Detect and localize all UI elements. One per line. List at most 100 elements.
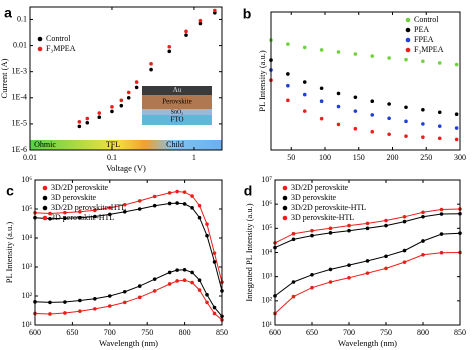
data-point — [310, 228, 314, 233]
data-point — [212, 260, 217, 264]
x-tick-label: 800 — [417, 328, 429, 337]
legend-marker — [405, 27, 411, 33]
x-tick-label: 0.01 — [23, 153, 37, 162]
y-axis-label: Integrated PL Intensity (a.u.) — [244, 203, 254, 301]
x-tick-label: 250 — [420, 153, 432, 162]
data-point — [328, 280, 333, 284]
data-point — [454, 62, 459, 67]
data-point — [182, 278, 187, 283]
data-point — [110, 109, 114, 114]
data-point — [134, 80, 139, 84]
data-point — [97, 111, 102, 115]
data-point — [198, 21, 203, 26]
y-tick-label: 1E-6 — [11, 145, 27, 154]
plot-frame — [270, 11, 461, 151]
data-point — [328, 267, 333, 272]
legend-marker — [42, 195, 48, 201]
legend-label: 3D/2D perovskite-HTL — [291, 203, 366, 212]
data-point — [384, 223, 388, 228]
x-tick-label: 600 — [269, 328, 281, 337]
data-point — [347, 275, 351, 280]
inset-label: Au — [173, 86, 182, 94]
layer-perovskite — [142, 95, 212, 109]
data-point — [63, 216, 67, 221]
data-point — [126, 90, 131, 95]
data-point — [336, 104, 341, 109]
data-point — [302, 109, 307, 113]
region-label: Ohmic — [34, 140, 56, 149]
data-point — [439, 212, 444, 216]
data-point — [421, 107, 425, 112]
legend-marker — [42, 205, 48, 211]
data-point — [302, 45, 307, 50]
layer-sno2 — [142, 109, 212, 115]
data-point — [93, 307, 97, 311]
data-point — [384, 254, 388, 259]
data-point — [190, 270, 194, 275]
y-tick-label: 10¹ — [22, 320, 33, 329]
data-point — [152, 289, 157, 293]
data-point — [205, 222, 209, 226]
data-point — [328, 226, 333, 231]
data-point — [137, 199, 142, 203]
data-point — [78, 298, 82, 303]
y-tick-label: 1E-5 — [11, 119, 27, 128]
y-tick-label: 10⁷ — [261, 175, 272, 184]
data-point — [402, 215, 407, 219]
data-point — [213, 8, 217, 13]
data-point — [63, 311, 67, 315]
data-point — [328, 231, 333, 235]
data-point — [437, 136, 442, 141]
x-axis-label: Wavelength (nm) — [99, 338, 158, 348]
x-axis-label: Wavelength (nm) — [338, 338, 397, 348]
legend-marker — [37, 36, 43, 42]
data-point — [365, 259, 370, 263]
data-point — [347, 228, 351, 233]
legend-label: PEA — [414, 25, 429, 34]
legend-marker — [282, 215, 288, 221]
device-inset: Au Perovskite SnO₂ FTO — [142, 86, 212, 125]
data-point — [370, 113, 375, 117]
legend-label: 3D/2D perovskite-HTL — [51, 203, 126, 212]
data-point — [137, 295, 142, 300]
data-point — [182, 190, 187, 194]
data-point — [108, 294, 112, 298]
x-tick-label: 700 — [343, 328, 355, 337]
y-tick-label: 10² — [22, 291, 33, 300]
data-point — [421, 239, 425, 243]
data-point — [152, 194, 157, 199]
y-tick-label: 0.1 — [17, 14, 27, 23]
data-point — [184, 29, 188, 34]
data-point — [175, 201, 179, 205]
data-point — [336, 91, 341, 96]
data-point — [404, 119, 408, 124]
x-tick-label: 650 — [66, 328, 78, 337]
series-line — [34, 279, 223, 321]
data-point — [175, 279, 179, 283]
legend-marker — [405, 37, 411, 43]
x-tick-label: 850 — [216, 328, 228, 337]
y-tick-label: 10⁶ — [21, 175, 32, 184]
data-point — [387, 102, 391, 106]
y-tick-label: 1E-4 — [11, 93, 27, 102]
x-tick-label: 0.1 — [107, 153, 117, 162]
data-point — [119, 98, 124, 103]
data-point — [77, 120, 82, 124]
layer-au — [142, 86, 212, 95]
data-point — [182, 268, 187, 272]
series-line — [34, 269, 223, 317]
data-point — [212, 251, 217, 255]
data-point — [190, 280, 194, 285]
x-tick-label: 650 — [306, 328, 318, 337]
data-point — [93, 214, 97, 219]
legend-marker — [405, 47, 411, 53]
data-point — [365, 271, 370, 275]
data-point — [439, 250, 444, 255]
plot-frame — [274, 179, 461, 326]
panel-label: d — [244, 183, 253, 199]
data-point — [291, 280, 296, 284]
data-point — [370, 54, 375, 58]
data-point — [310, 233, 314, 238]
data-point — [197, 278, 202, 283]
